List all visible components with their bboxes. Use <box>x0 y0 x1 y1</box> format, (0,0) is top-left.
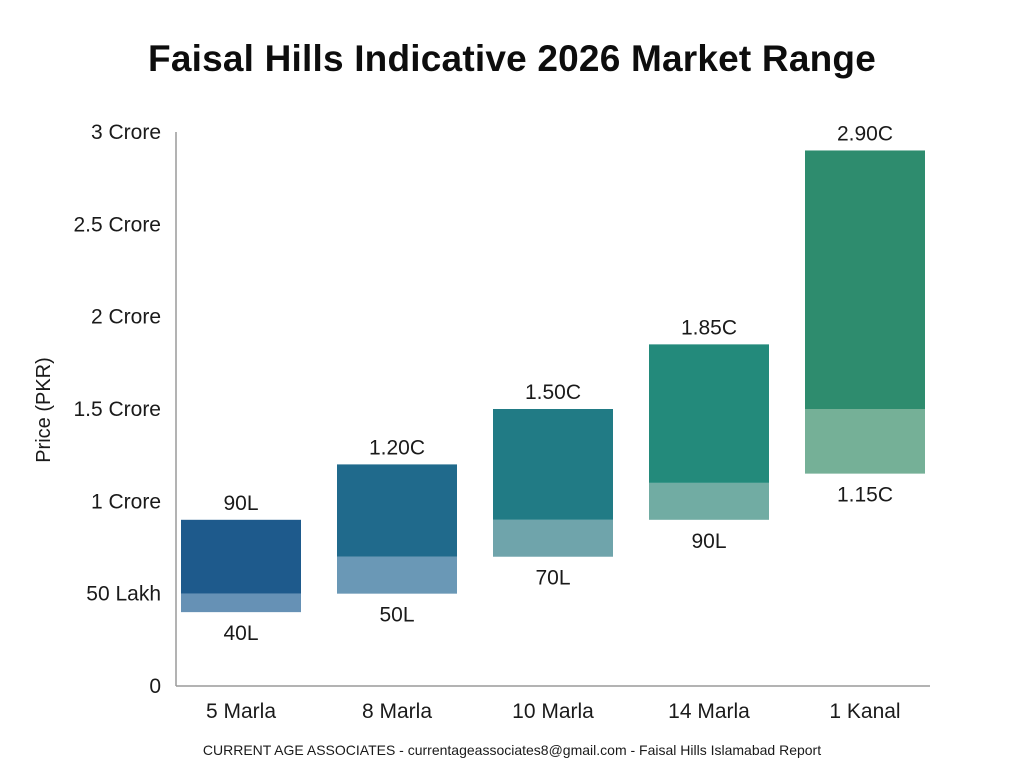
bar-lower-segment <box>649 482 769 520</box>
x-category-label: 5 Marla <box>206 700 276 723</box>
bar-lower-segment <box>493 519 613 557</box>
y-tick-labels: 0 50 Lakh 1 Crore 1.5 Crore 2 Crore 2.5 Crore… <box>73 121 161 698</box>
bar-upper-segment <box>805 150 925 409</box>
bar-upper-segment <box>649 344 769 483</box>
category-labels: 5 Marla 8 Marla 10 Marla 14 Marla 1 Kanal <box>206 700 901 723</box>
min-price-label: 70L <box>535 567 570 590</box>
y-tick-label: 1.5 Crore <box>73 398 161 421</box>
bars-layer <box>181 150 925 613</box>
bar-lower-segment <box>805 409 925 474</box>
x-category-label: 14 Marla <box>668 700 750 723</box>
max-price-label: 2.90C <box>837 122 893 145</box>
max-price-label: 1.50C <box>525 381 581 404</box>
data-labels: 90L 40L 1.20C 50L 1.50C 70L 1.85C 90L 2.90C 1.15C <box>223 122 893 645</box>
x-category-label: 10 Marla <box>512 700 594 723</box>
y-tick-label: 2.5 Crore <box>73 213 161 236</box>
min-price-label: 90L <box>691 530 726 553</box>
x-category-label: 8 Marla <box>362 700 432 723</box>
min-price-label: 50L <box>379 604 414 627</box>
y-tick-label: 0 <box>149 675 161 698</box>
y-tick-label: 2 Crore <box>91 306 161 329</box>
bar-lower-segment <box>181 593 301 613</box>
x-category-label: 1 Kanal <box>829 700 900 723</box>
min-price-label: 40L <box>223 622 258 645</box>
max-price-label: 90L <box>223 492 258 515</box>
max-price-label: 1.85C <box>681 316 737 339</box>
range-bar-chart: 0 50 Lakh 1 Crore 1.5 Crore 2 Crore 2.5 Crore… <box>33 121 930 723</box>
max-price-label: 1.20C <box>369 436 425 459</box>
min-price-label: 1.15C <box>837 484 893 507</box>
y-tick-label: 3 Crore <box>91 121 161 144</box>
report-footer: CURRENT AGE ASSOCIATES - currentageassoc… <box>202 742 822 758</box>
y-tick-label: 1 Crore <box>91 490 161 513</box>
y-tick-label: 50 Lakh <box>86 583 161 606</box>
chart-title: Faisal Hills Indicative 2026 Market Rang… <box>148 38 876 79</box>
y-axis-title: Price (PKR) <box>33 357 55 463</box>
bar-upper-segment <box>337 464 457 557</box>
bar-upper-segment <box>181 519 301 594</box>
bar-upper-segment <box>493 409 613 520</box>
bar-lower-segment <box>337 556 457 594</box>
